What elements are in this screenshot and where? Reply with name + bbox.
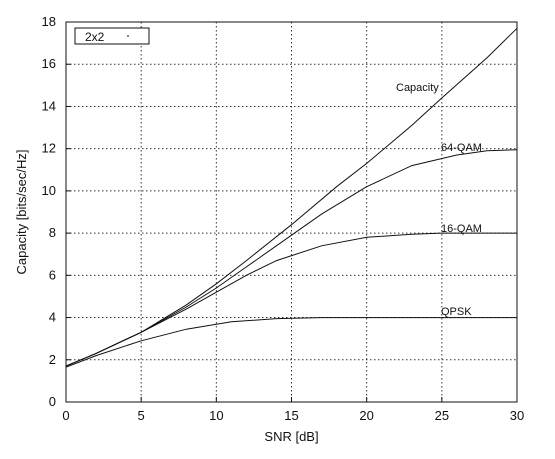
legend-label: 2x2: [85, 30, 105, 44]
axis-ticks: 0 5 10 15 20 25 30 0 2 4 6 8 10 12 14 16 18: [42, 14, 525, 423]
x-tick-label: 30: [510, 408, 524, 423]
x-tick-label: 20: [359, 408, 373, 423]
series-label-16-qam: 16-QAM: [441, 223, 482, 235]
y-tick-label: 2: [49, 352, 56, 367]
x-tick-label: 5: [138, 408, 145, 423]
x-axis-title: SNR [dB]: [264, 429, 318, 444]
x-tick-label: 0: [62, 408, 69, 423]
x-tick-label: 10: [209, 408, 223, 423]
y-tick-label: 6: [49, 267, 56, 282]
y-axis-title: Capacity [bits/sec/Hz]: [14, 150, 29, 275]
x-tick-label: 15: [284, 408, 298, 423]
series-line-qpsk: [65, 317, 517, 368]
y-tick-label: 18: [42, 14, 56, 29]
series-lines: [65, 27, 518, 368]
y-tick-label: 8: [49, 225, 56, 240]
series-label-capacity: Capacity: [396, 82, 439, 94]
y-tick-label: 0: [49, 394, 56, 409]
x-tick-label: 25: [435, 408, 449, 423]
y-tick-label: 4: [49, 310, 56, 325]
series-label-64-qam: 64-QAM: [441, 142, 482, 154]
series-label-qpsk: QPSK: [441, 306, 472, 318]
series-line-16-qam: [65, 232, 517, 367]
series-labels: Capacity 64-QAM 16-QAM QPSK: [396, 82, 482, 318]
y-tick-label: 12: [42, 141, 56, 156]
y-tick-label: 16: [42, 56, 56, 71]
legend-box: [74, 27, 150, 45]
legend: 2x2: [74, 27, 150, 45]
y-tick-label: 10: [42, 183, 56, 198]
grid: [66, 22, 517, 402]
y-tick-label: 14: [42, 98, 56, 113]
